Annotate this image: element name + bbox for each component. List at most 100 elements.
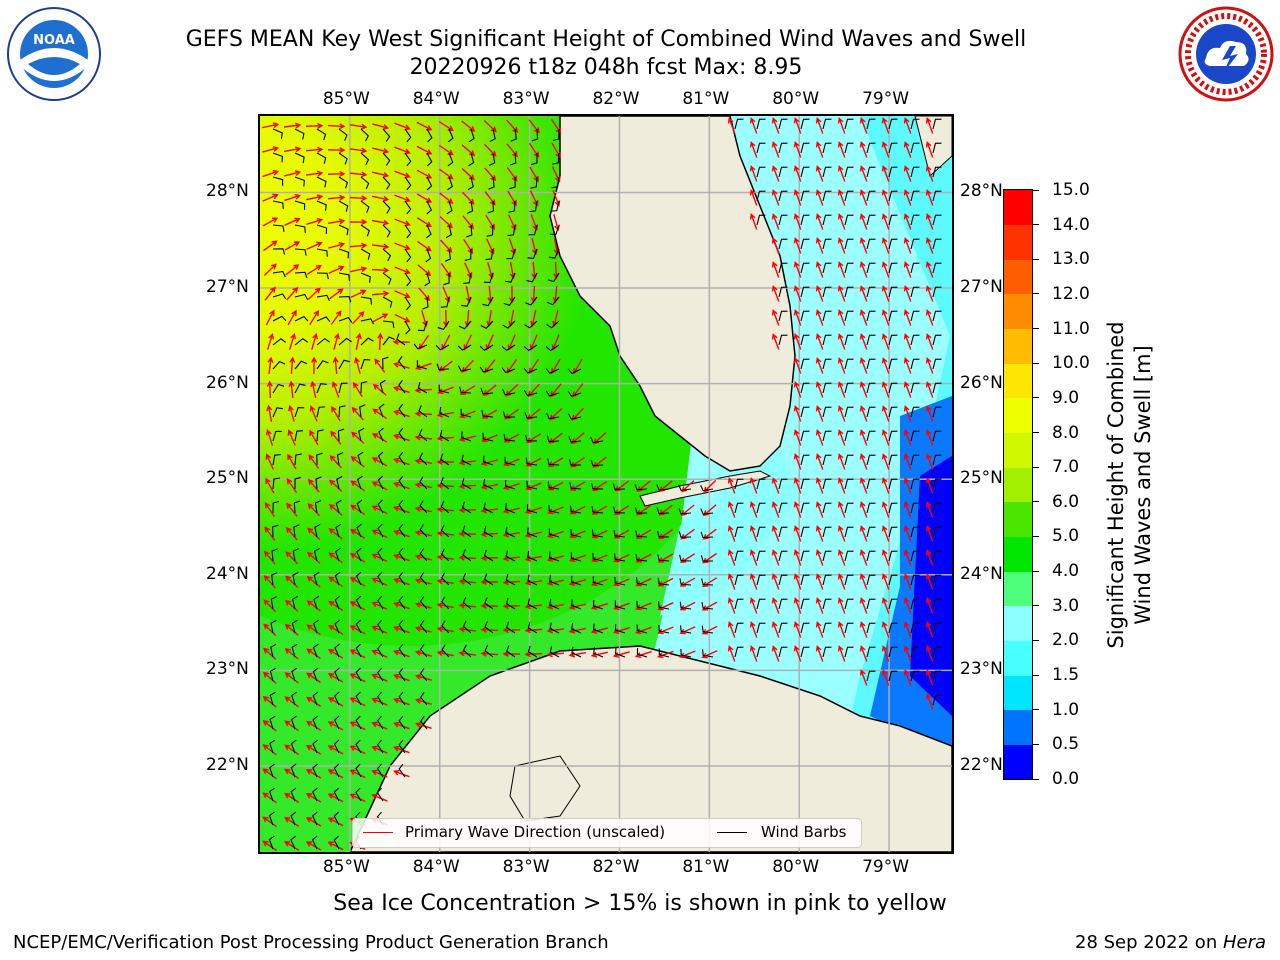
wind-barb [547, 481, 560, 490]
wave-direction-arrow [903, 429, 912, 446]
wind-barb [866, 502, 876, 514]
wave-direction-arrow [262, 193, 279, 202]
wind-barb [293, 500, 301, 514]
wave-direction-arrow [392, 338, 411, 345]
wave-direction-arrow [569, 530, 586, 539]
wind-barb [822, 118, 832, 130]
wind-barb [447, 128, 454, 143]
wind-barb [778, 118, 788, 130]
wave-direction-arrow [815, 381, 824, 398]
wind-barb [571, 599, 582, 610]
wind-barb [506, 248, 516, 260]
wind-barb [404, 200, 412, 215]
wave-direction-arrow [262, 217, 279, 227]
wind-barb [932, 454, 942, 466]
wave-direction-arrow [701, 650, 718, 659]
wind-barb [435, 344, 450, 351]
wind-barb [447, 176, 454, 191]
wave-direction-arrow [265, 429, 274, 446]
wind-barb [505, 574, 516, 586]
wind-barb [866, 670, 876, 682]
wind-barb [426, 200, 433, 215]
wind-barb [932, 382, 942, 394]
wind-barb [614, 576, 626, 586]
wave-direction-arrow [351, 431, 365, 444]
latitude-label-left: 26°N [206, 372, 249, 393]
wave-direction-arrow [793, 213, 802, 230]
wind-barb [440, 500, 450, 514]
wave-direction-arrow [350, 266, 368, 273]
wave-direction-arrow [371, 553, 388, 563]
wind-barb [592, 599, 604, 610]
wind-barb [464, 248, 472, 261]
wave-direction-arrow [262, 840, 277, 852]
wave-direction-arrow [327, 147, 346, 154]
wave-direction-arrow [657, 626, 674, 635]
wind-barb [800, 382, 810, 394]
wind-barb [316, 383, 327, 394]
wave-direction-arrow [771, 285, 780, 302]
wave-direction-arrow [306, 551, 321, 564]
wind-barb [441, 620, 450, 634]
wave-direction-arrow [372, 195, 390, 202]
wave-direction-arrow [327, 218, 346, 225]
wind-barb [800, 334, 810, 346]
wave-direction-arrow [859, 141, 868, 158]
wind-barb [866, 622, 876, 634]
wave-direction-arrow [283, 840, 300, 851]
wave-direction-arrow [859, 549, 868, 566]
wave-direction-arrow [306, 194, 324, 201]
wave-direction-arrows [262, 117, 934, 852]
wind-barb [570, 575, 582, 586]
wind-barb [658, 648, 670, 658]
colorbar-label: Significant Height of Combined Wind Wave… [1103, 321, 1157, 648]
wind-barb [438, 384, 450, 394]
wave-direction-arrow [371, 745, 388, 754]
wave-direction-arrow [815, 645, 824, 662]
wave-direction-arrow [613, 578, 630, 587]
wind-barb [360, 224, 370, 237]
wave-direction-arrow [371, 649, 388, 658]
wind-barb [480, 320, 494, 329]
colorbar-tick-label: 3.0 [1052, 595, 1080, 616]
wave-direction-arrow [349, 625, 366, 635]
wave-direction-arrow [727, 597, 736, 614]
wind-barb [398, 715, 406, 730]
wind-barb [888, 478, 898, 490]
wind-barb [272, 224, 285, 232]
wave-direction-arrow [837, 381, 846, 398]
wind-barb [462, 572, 472, 586]
wave-direction-arrow [859, 477, 868, 494]
wave-direction-arrow [635, 602, 652, 611]
wave-direction-arrow [903, 285, 912, 302]
wind-barb [316, 406, 326, 418]
wave-direction-arrow [881, 261, 890, 278]
wind-barb [294, 383, 306, 394]
wind-barb [272, 293, 287, 300]
wave-direction-arrow [903, 261, 912, 278]
wind-barb [398, 379, 406, 394]
wind-barb [844, 502, 854, 514]
wind-barb [525, 296, 538, 306]
wave-direction-arrow [307, 527, 321, 541]
wind-barb [910, 526, 920, 538]
wave-direction-arrow [262, 792, 277, 804]
wave-direction-arrow [393, 745, 410, 754]
wind-barb [932, 214, 942, 226]
wind-barb [932, 358, 942, 370]
wind-barb [778, 310, 788, 322]
wave-direction-arrow [771, 213, 780, 230]
wind-barb [377, 475, 384, 490]
wave-direction-arrow [815, 525, 824, 542]
wind-barb [800, 286, 810, 298]
wind-barb [398, 763, 406, 778]
wave-direction-arrow [837, 261, 846, 278]
wind-barb [376, 691, 384, 706]
wind-barb [382, 248, 392, 262]
wave-direction-arrow [394, 218, 411, 227]
wave-direction-arrow [264, 502, 275, 518]
wind-barb [466, 200, 474, 214]
wind-barb [822, 310, 832, 322]
wind-barb [483, 478, 494, 490]
wave-direction-arrow [925, 405, 934, 422]
